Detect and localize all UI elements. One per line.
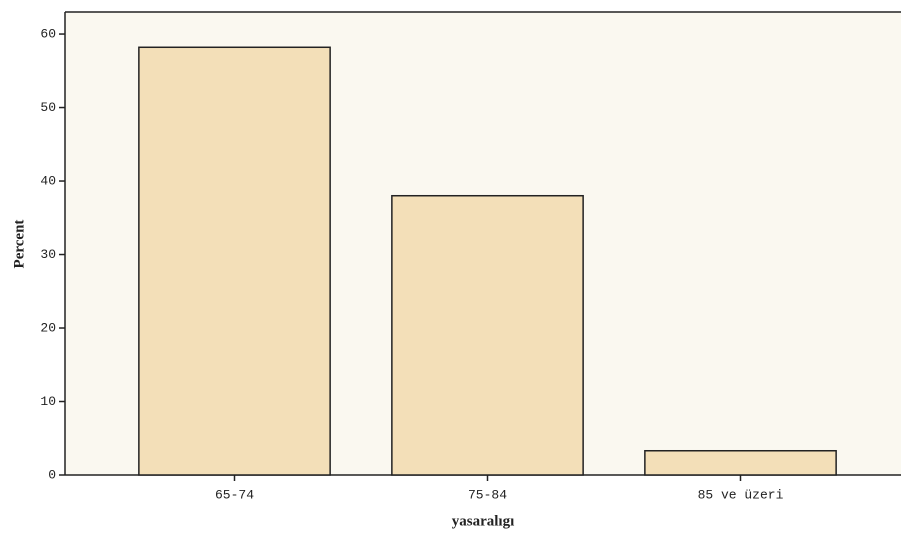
y-tick-label: 50 [40, 100, 56, 115]
y-axis-title: Percent [11, 220, 27, 269]
bar [138, 46, 331, 476]
y-tick-label: 30 [40, 247, 56, 262]
bar [391, 194, 584, 476]
x-tick-label: 65-74 [215, 487, 254, 502]
y-tick-label: 10 [40, 394, 56, 409]
y-tick-label: 40 [40, 173, 56, 188]
x-tick-label: 85 ve üzeri [698, 487, 784, 502]
x-axis-title: yasaralıgı [452, 513, 515, 529]
y-tick-label: 0 [48, 467, 56, 482]
bar [644, 449, 837, 476]
x-tick-label: 75-84 [468, 487, 507, 502]
y-tick-label: 60 [40, 26, 56, 41]
y-tick-label: 20 [40, 320, 56, 335]
